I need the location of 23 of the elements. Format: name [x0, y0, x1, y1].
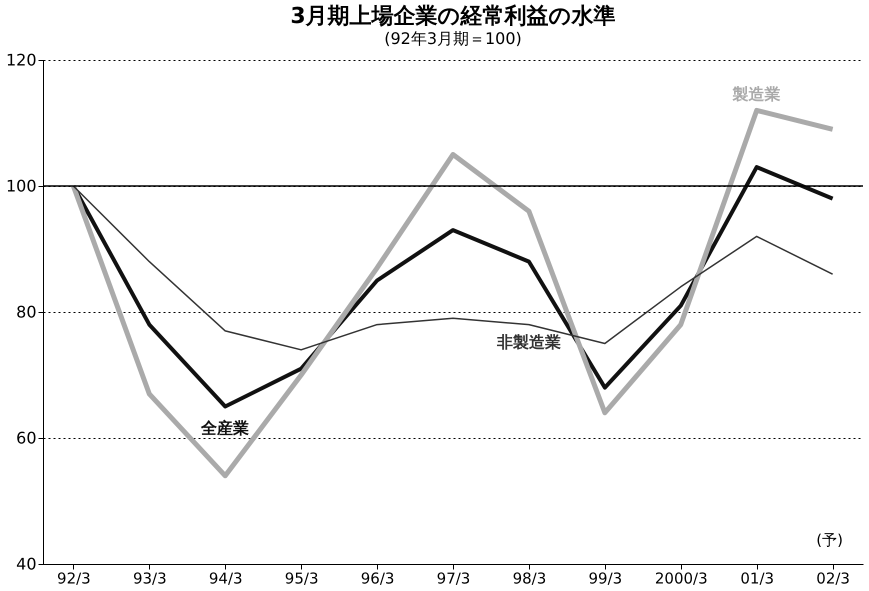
x-tick-label: 98/3 — [512, 570, 546, 588]
chart-title: 3月期上場企業の経常利益の水準 — [290, 4, 616, 29]
x-tick-label: 95/3 — [284, 570, 318, 588]
annotation: (予) — [816, 531, 843, 549]
y-tick-label: 120 — [6, 50, 36, 70]
x-tick-label: 2000/3 — [654, 570, 708, 588]
x-tick-label: 97/3 — [436, 570, 470, 588]
y-tick-label: 100 — [6, 176, 36, 196]
line-series — [72, 185, 834, 351]
x-tick-label: 02/3 — [816, 570, 850, 588]
x-tick-label: 92/3 — [57, 570, 91, 588]
series-label: 非製造業 — [496, 332, 561, 352]
x-tick-label: 01/3 — [740, 570, 774, 588]
x-tick-label: 94/3 — [208, 570, 243, 588]
series-label: 全産業 — [200, 418, 250, 438]
y-tick-label: 80 — [16, 302, 36, 322]
x-tick-label: 96/3 — [360, 570, 394, 588]
x-tick-label: 93/3 — [132, 570, 167, 588]
chart-subtitle: (92年3月期＝100) — [384, 29, 522, 48]
y-tick-label: 60 — [16, 428, 36, 448]
series-label: 製造業 — [732, 84, 781, 104]
y-tick-label: 40 — [16, 554, 36, 574]
x-tick-label: 99/3 — [588, 570, 622, 588]
